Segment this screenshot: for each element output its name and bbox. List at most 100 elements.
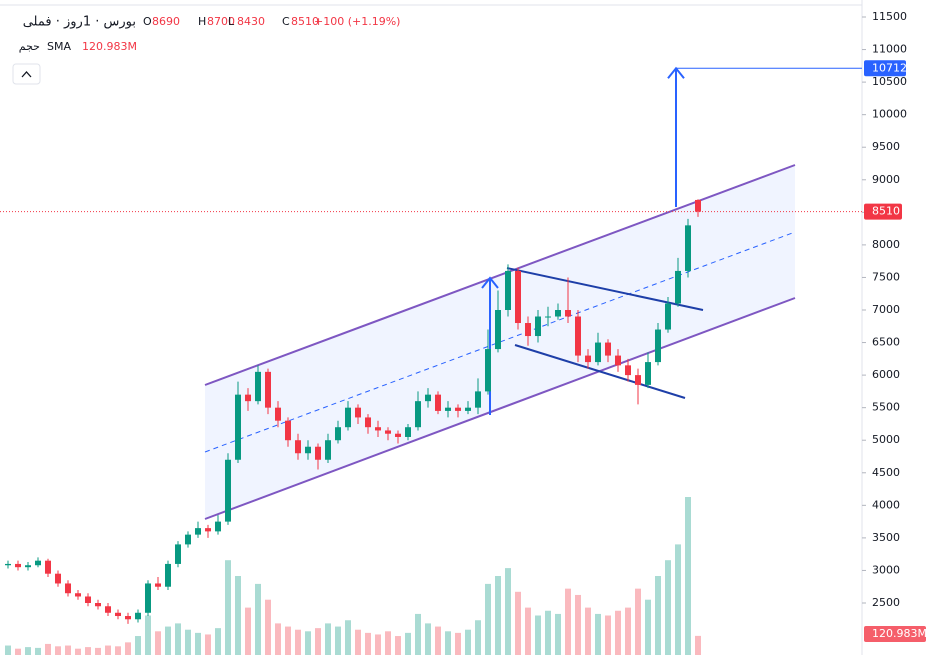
candle-body (395, 433, 401, 437)
collapse-icon (21, 71, 32, 78)
volume-bar (415, 613, 421, 655)
volume-bar (105, 645, 111, 655)
candle-body (515, 270, 521, 324)
volume-bar (295, 629, 301, 655)
candle-body (535, 316, 541, 337)
channel-lower (204, 297, 796, 520)
candle-body (375, 427, 381, 431)
volume-bar (255, 583, 261, 655)
candle-body (265, 371, 271, 408)
y-tick-label: 2500 (872, 596, 900, 609)
candle-body (295, 440, 301, 454)
volume-bar (355, 629, 361, 655)
flag-lower (514, 344, 686, 399)
target-badge (864, 60, 906, 77)
candle-body (435, 394, 441, 411)
candle-body (135, 612, 141, 620)
y-tick-label: 6000 (872, 368, 900, 381)
volume-bar (345, 620, 351, 655)
volume-bar (645, 599, 651, 655)
candle-body (665, 303, 671, 330)
volume-bar (325, 623, 331, 655)
y-tick-label: 9000 (872, 173, 900, 186)
candle-body (305, 446, 311, 454)
volume-bar (335, 626, 341, 655)
volume-bar (665, 560, 671, 655)
candle-body (255, 371, 261, 402)
volume-bar (555, 613, 561, 655)
y-tick-label: 10500 (872, 75, 907, 88)
candle-body (355, 407, 361, 418)
candle-body (105, 606, 111, 613)
candle-body (125, 616, 131, 620)
candle-body (485, 349, 491, 392)
ohlc-key: H (198, 15, 206, 28)
ohlc-key: C (282, 15, 290, 28)
candle-body (245, 394, 251, 402)
candle-body (145, 583, 151, 613)
candle-body (75, 593, 81, 597)
channel-mid (204, 231, 796, 453)
candle-body (115, 612, 121, 617)
candle-body (235, 394, 241, 460)
candle-body (645, 362, 651, 385)
y-tick-label: 5000 (872, 433, 900, 446)
candle-body (675, 270, 681, 304)
candle-body (555, 310, 561, 317)
volume-bar (35, 647, 41, 655)
volume-bar (475, 620, 481, 655)
volume-bar (455, 632, 461, 655)
volume-bar (435, 626, 441, 655)
volume-bar (675, 544, 681, 655)
volume-bar (695, 635, 701, 655)
candle-body (465, 407, 471, 411)
candle-body (585, 355, 591, 363)
candle-body (345, 407, 351, 428)
y-tick-label: 5500 (872, 401, 900, 414)
candle-body (95, 603, 101, 607)
volume-bar (445, 631, 451, 655)
volume-bar (565, 588, 571, 655)
candle-body (65, 583, 71, 594)
candle-body (385, 430, 391, 434)
candle-body (495, 310, 501, 350)
candle-body (315, 446, 321, 460)
candle-body (335, 427, 341, 441)
volume-bar (375, 634, 381, 655)
volume-bar (205, 634, 211, 655)
arrow-head (481, 276, 499, 289)
volume-bar (155, 631, 161, 655)
volume-bar (655, 576, 661, 655)
volume-bar (575, 594, 581, 655)
volume-bar (485, 583, 491, 655)
candle-body (405, 427, 411, 437)
symbol: بورس · 1روز · فملی (23, 15, 136, 30)
candle-body (685, 225, 691, 271)
y-tick-label: 4500 (872, 466, 900, 479)
y-tick-label: 7000 (872, 303, 900, 316)
volume-value: 120.983M (82, 40, 137, 53)
volume-bar (395, 636, 401, 655)
candle-body (205, 528, 211, 532)
candle-body (15, 563, 21, 568)
ohlc-value: 8700 (207, 15, 235, 28)
volume-bar (185, 629, 191, 655)
volume-indicator: SMA (47, 40, 71, 53)
candle-body (155, 583, 161, 587)
collapse-button[interactable] (12, 63, 41, 85)
volume-bar (535, 615, 541, 655)
candle-body (25, 565, 31, 568)
volume-bar (625, 607, 631, 655)
candle-body (195, 528, 201, 535)
candle-body (365, 417, 371, 428)
volume-title: حجم (19, 40, 40, 53)
volume-bar (75, 648, 81, 655)
flag-upper (506, 267, 704, 311)
volume-bar (95, 647, 101, 655)
y-tick-label: 4000 (872, 498, 900, 511)
candle-body (545, 316, 551, 318)
volume-bar (145, 615, 151, 655)
volume-bar (405, 632, 411, 655)
